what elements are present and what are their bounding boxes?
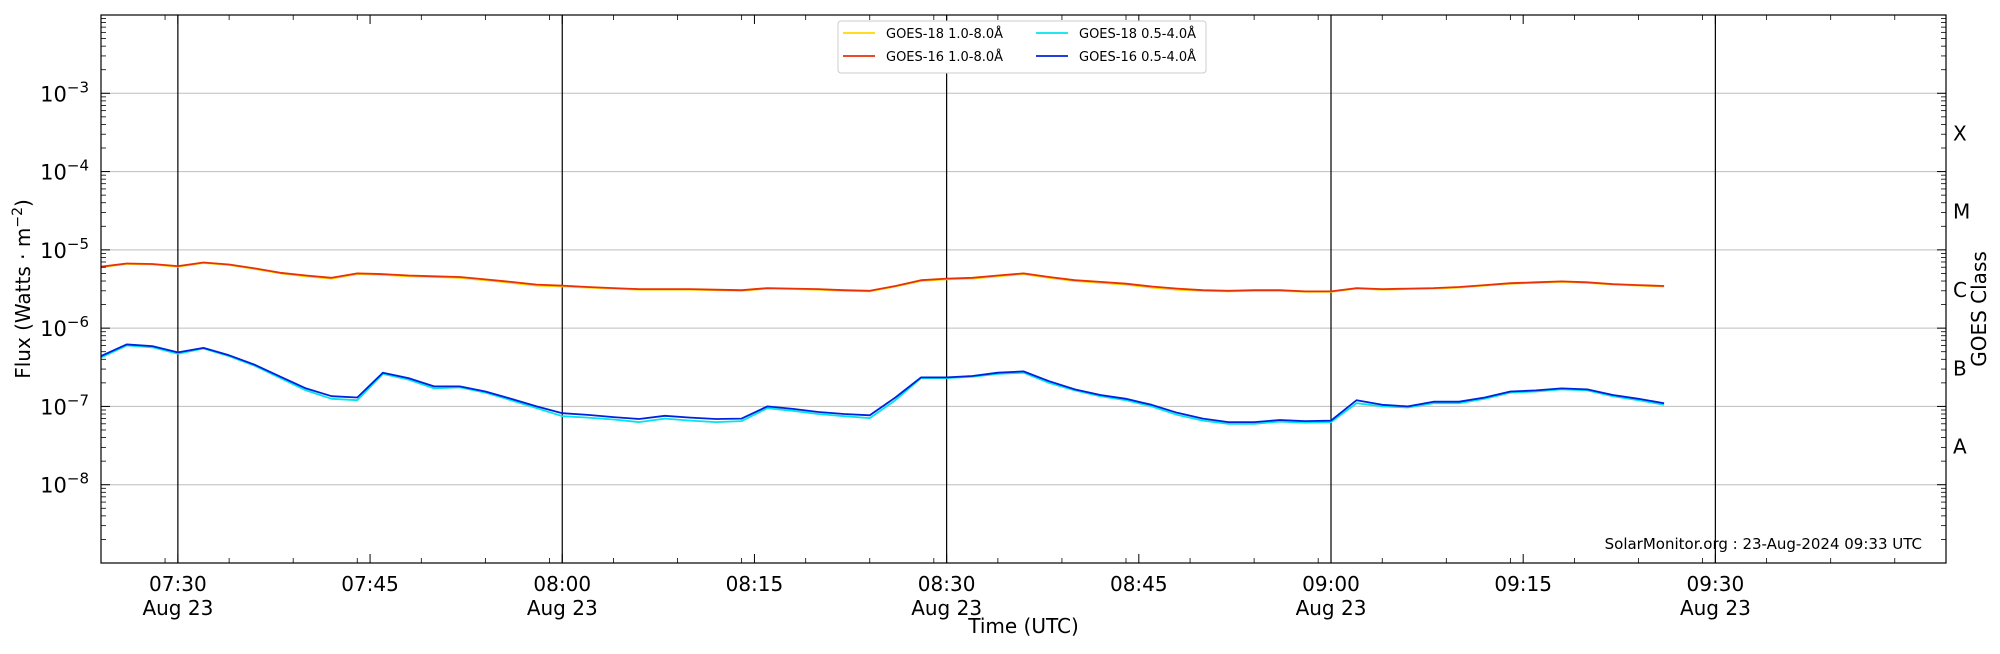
y-tick-label-1: 10−7 [40, 391, 89, 419]
legend-label-2: GOES-18 0.5-4.0Å [1079, 26, 1196, 42]
legend-box [837, 20, 1207, 74]
legend: GOES-18 1.0-8.0Å GOES-16 1.0-8.0Å GOES-18 … [837, 20, 1207, 74]
x-tick-label-2: 08:00 [533, 572, 591, 596]
y-tick-label-2: 10−6 [40, 313, 89, 341]
legend-label-0: GOES-18 1.0-8.0Å [886, 26, 1003, 42]
x-axis-title: Time (UTC) [967, 614, 1079, 638]
x-tick-label-6: 09:00 [1302, 572, 1360, 596]
x-tick-sublabel-0: Aug 23 [142, 596, 213, 620]
x-tick-label-8: 09:30 [1687, 572, 1745, 596]
x-tick-label-5: 08:45 [1110, 572, 1168, 596]
source-annotation: SolarMonitor.org : 23-Aug-2024 09:33 UTC [1605, 535, 1922, 553]
legend-label-1: GOES-16 1.0-8.0Å [886, 49, 1003, 65]
x-tick-sublabel-8: Aug 23 [1680, 596, 1751, 620]
y-tick-label-base-1: 10 [40, 395, 67, 419]
y-tick-label-exponent-2: −6 [67, 313, 89, 331]
y-tick-label-exponent-0: −8 [67, 470, 89, 488]
x-tick-label-1: 07:45 [341, 572, 399, 596]
y-axis-title-close: ) [11, 199, 35, 207]
x-tick-label-0: 07:30 [149, 572, 207, 596]
y-tick-label-exponent-5: −3 [67, 78, 89, 96]
vertical-marker-layer [177, 15, 1716, 563]
x-tick-label-3: 08:15 [726, 572, 784, 596]
y-tick-label-0: 10−8 [40, 470, 89, 498]
x-tick-label-7: 09:15 [1494, 572, 1552, 596]
legend-label-3: GOES-16 0.5-4.0Å [1079, 49, 1196, 65]
goes-class-label-x: X [1953, 121, 1967, 145]
goes-class-label-b: B [1953, 356, 1967, 380]
y-tick-label-base-5: 10 [40, 82, 67, 106]
x-tick-sublabel-2: Aug 23 [527, 596, 598, 620]
goes-class-label-a: A [1953, 435, 1967, 459]
goes-class-axis-title: GOES Class [1967, 251, 1991, 367]
y-tick-label-base-0: 10 [40, 474, 67, 498]
grid-layer [101, 92, 1946, 486]
y-axis-title-exponent: −2 [10, 207, 26, 228]
plot-frame [100, 14, 1947, 564]
y-tick-label-3: 10−5 [40, 235, 89, 263]
y-axis-title: Flux (Watts · m−2) [10, 199, 35, 379]
y-tick-label-exponent-3: −5 [67, 235, 89, 253]
series-layer [100, 261, 1665, 425]
y-tick-label-base-3: 10 [40, 239, 67, 263]
y-tick-label-exponent-4: −4 [67, 157, 89, 175]
legend-items: GOES-18 1.0-8.0Å GOES-16 1.0-8.0Å GOES-18 … [843, 26, 1196, 65]
series-line-3 [100, 343, 1665, 424]
goes-class-layer: A B C M X [1953, 121, 1970, 458]
x-tick-sublabel-4: Aug 23 [911, 596, 982, 620]
x-tick-label-4: 08:30 [918, 572, 976, 596]
goes-class-label-m: M [1953, 200, 1970, 224]
x-tick-sublabel-6: Aug 23 [1296, 596, 1367, 620]
y-axis-title-text: Flux (Watts · m [11, 228, 35, 379]
series-line-2 [100, 344, 1665, 425]
goes-class-label-c: C [1953, 278, 1967, 302]
y-tick-label-4: 10−4 [40, 157, 89, 185]
y-tick-label-5: 10−3 [40, 78, 89, 106]
y-tick-label-exponent-1: −7 [67, 391, 89, 409]
y-tick-label-base-2: 10 [40, 317, 67, 341]
y-tick-label-base-4: 10 [40, 161, 67, 185]
series-line-1 [100, 261, 1665, 293]
